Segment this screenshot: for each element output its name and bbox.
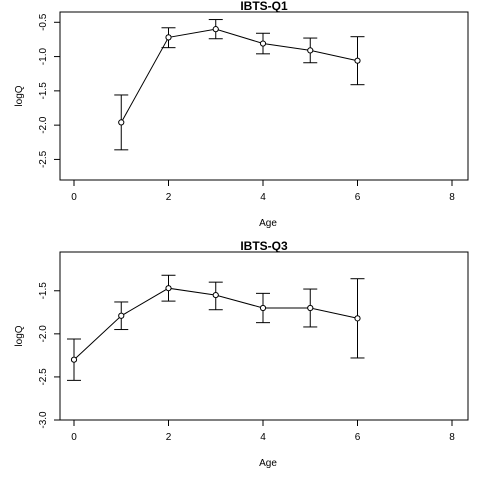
data-point <box>354 57 361 64</box>
chart-title: IBTS-Q1 <box>240 0 288 13</box>
data-point <box>118 312 125 319</box>
series-line <box>120 28 358 123</box>
x-tick-label: 8 <box>449 432 455 443</box>
data-point <box>307 304 314 312</box>
y-tick-label: -1.5 <box>38 82 49 100</box>
y-tick-label: -0.5 <box>38 13 49 31</box>
y-tick-label: -1.0 <box>38 48 49 66</box>
x-axis-label: Age <box>259 218 277 229</box>
data-point <box>212 26 219 33</box>
data-point <box>70 356 78 363</box>
x-tick-label: 8 <box>449 192 455 203</box>
y-tick-label: -2.0 <box>38 116 49 134</box>
panel-2: IBTS-Q3 0 2 4 6 8 Age -1.5 -2.0 -2.5 -3.0 logQ <box>14 239 469 469</box>
x-axis-label: Age <box>259 458 277 469</box>
y-tick-label: -2.0 <box>38 325 49 343</box>
y-tick-label: -3.0 <box>38 411 49 429</box>
y-axis-label: logQ <box>14 325 25 346</box>
x-tick-label: 4 <box>260 192 266 203</box>
y-tick-label: -1.5 <box>38 282 49 300</box>
chart-title: IBTS-Q3 <box>240 239 288 253</box>
data-point <box>259 40 267 47</box>
x-tick-label: 0 <box>71 192 77 203</box>
data-point <box>165 34 172 41</box>
data-point <box>259 304 267 312</box>
plot-frame <box>59 251 469 421</box>
data-point <box>212 291 219 299</box>
x-tick-label: 0 <box>71 432 77 443</box>
x-tick-label: 4 <box>260 432 266 443</box>
y-axis-label: logQ <box>14 85 25 106</box>
panel-1: IBTS-Q1 0 2 4 6 8 Age -0.5 -1.0 -1.5 -2.0 -2.5 logQ <box>14 0 469 229</box>
x-tick-label: 6 <box>355 192 361 203</box>
x-tick-label: 2 <box>166 192 172 203</box>
data-point <box>307 47 314 54</box>
plot-frame <box>59 11 469 181</box>
x-tick-label: 6 <box>355 432 361 443</box>
y-tick-label: -2.5 <box>38 368 49 386</box>
x-tick-label: 2 <box>166 432 172 443</box>
data-point <box>118 119 125 126</box>
y-tick-label: -2.5 <box>38 150 49 168</box>
data-point <box>165 285 172 292</box>
data-point <box>354 315 361 322</box>
